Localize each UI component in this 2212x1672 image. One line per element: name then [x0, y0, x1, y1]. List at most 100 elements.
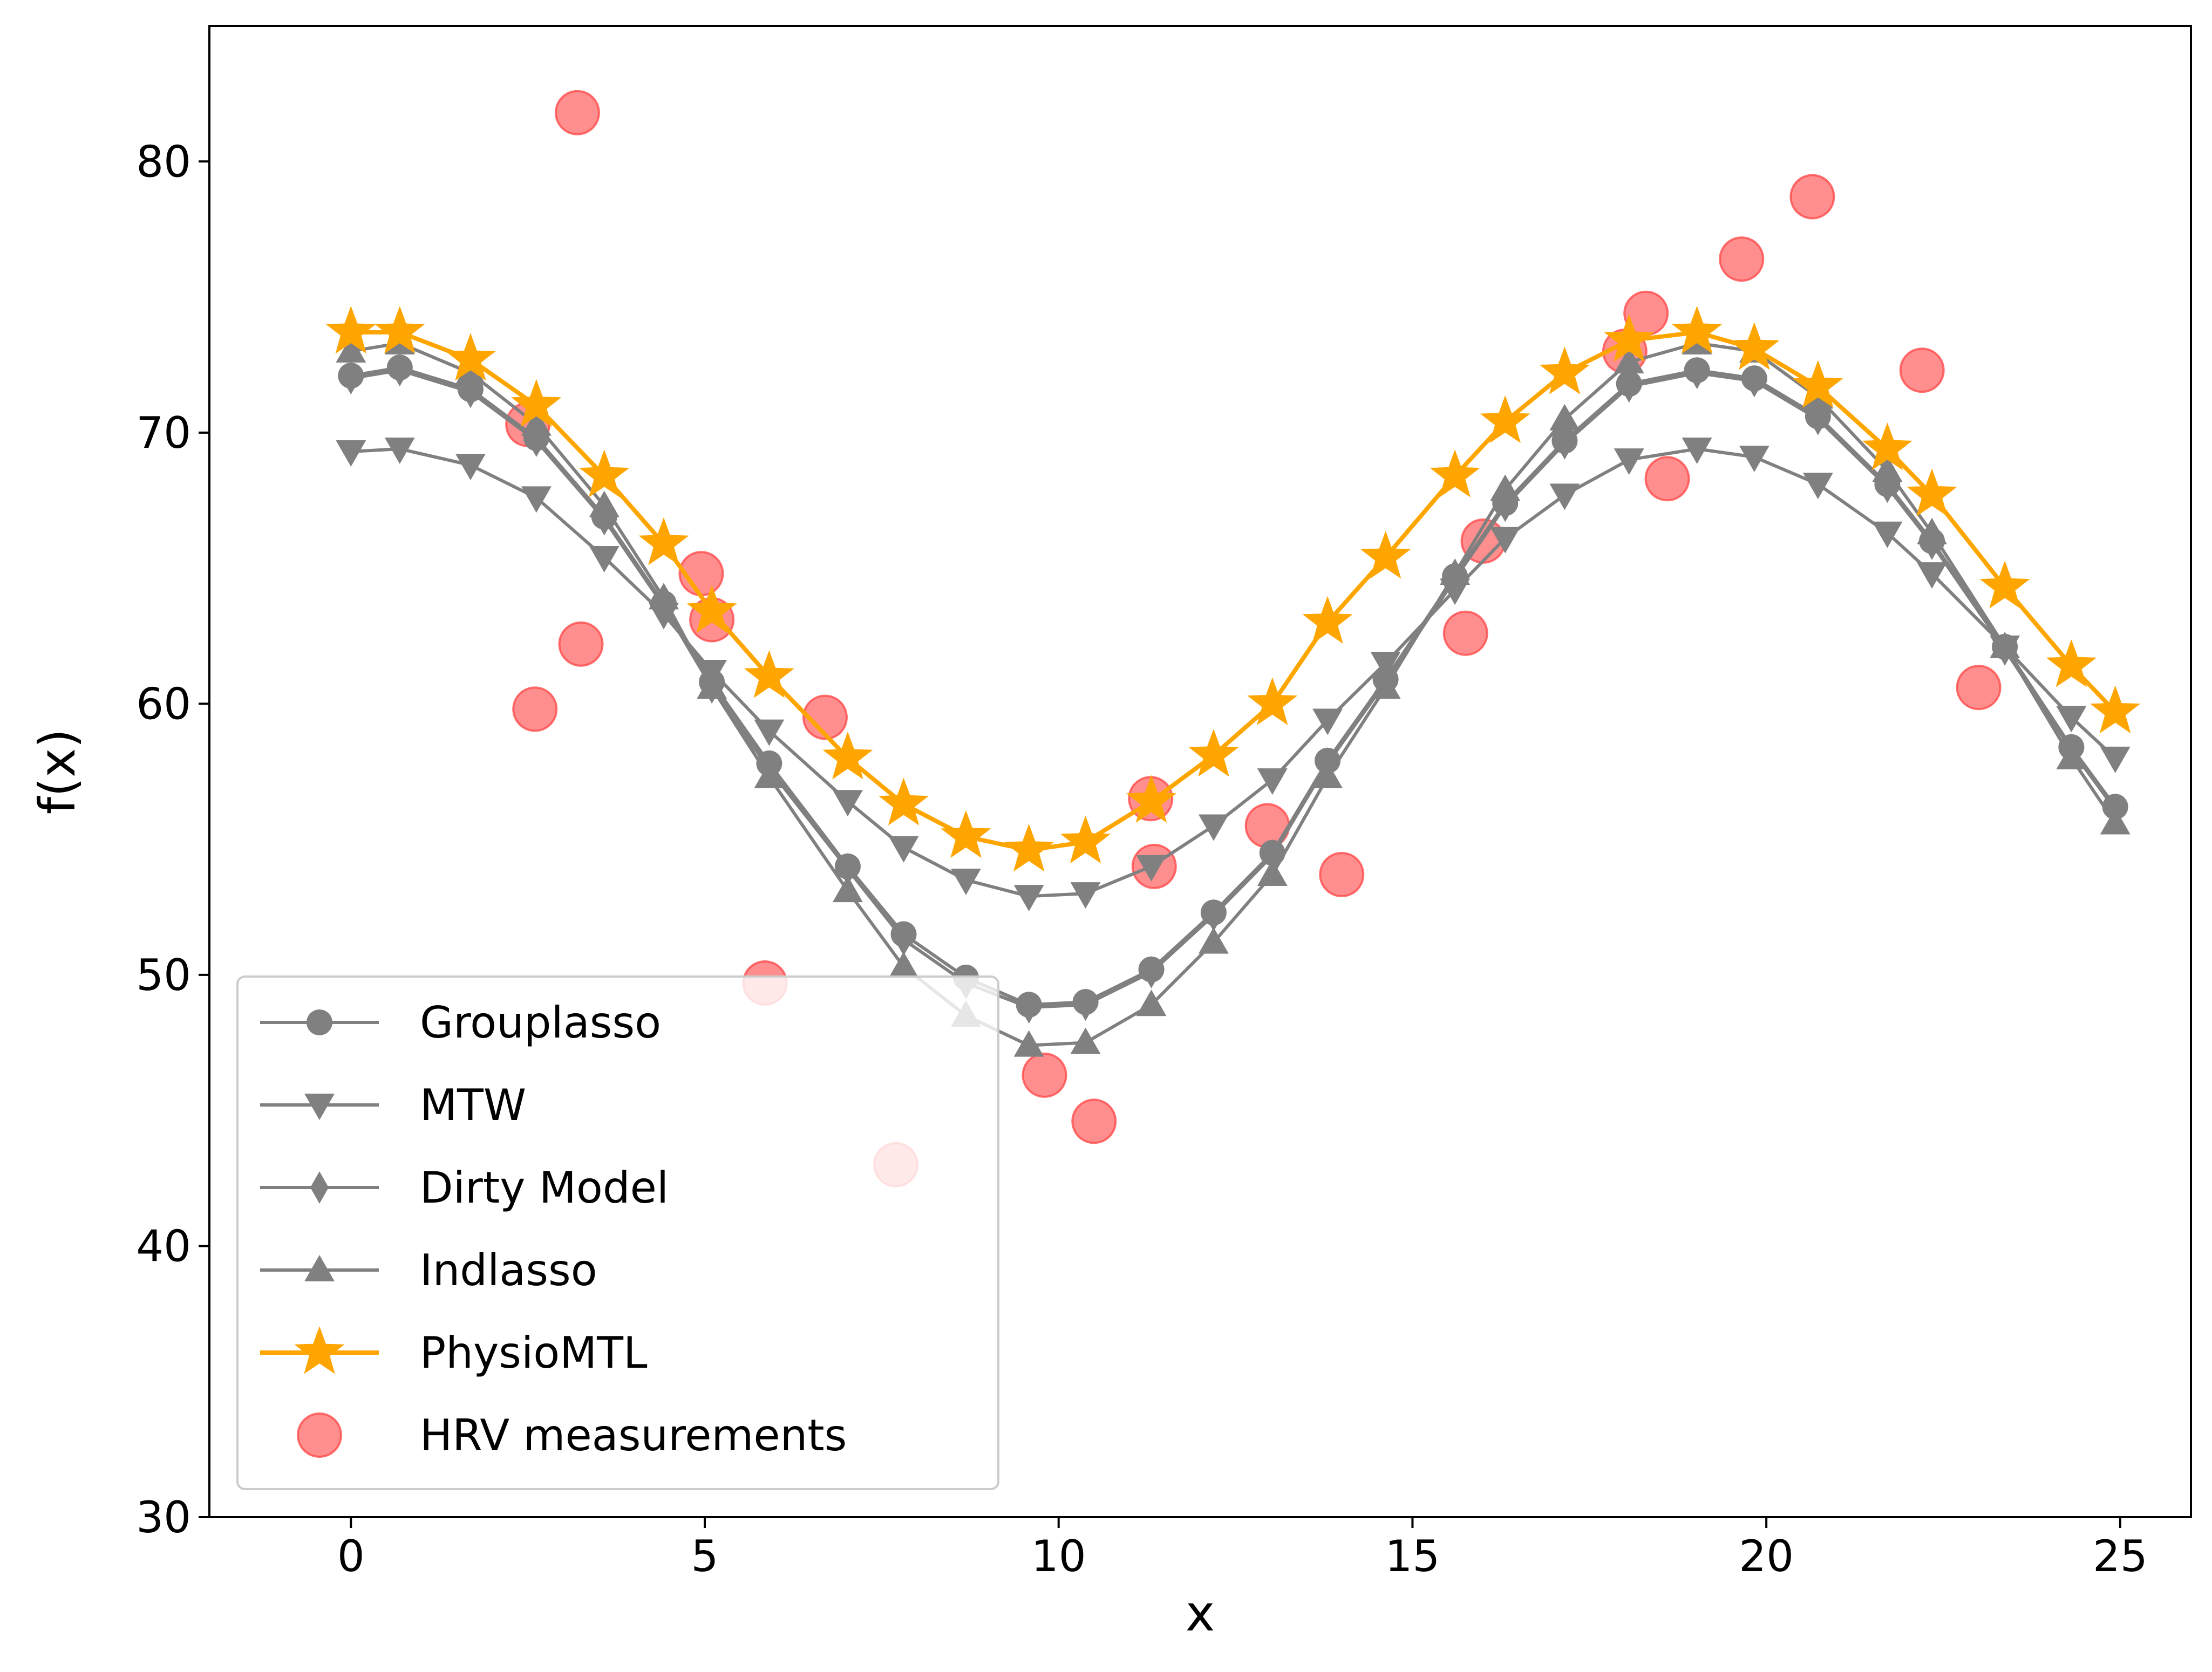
- point-physiomtl-17: [1360, 531, 1411, 579]
- legend-marker-grouplasso: [307, 1009, 332, 1035]
- point-physiomtl-20: [1539, 346, 1590, 394]
- point-indlasso-7: [754, 762, 785, 789]
- point-mtw-22: [1682, 437, 1712, 464]
- point-physiomtl-29: [2090, 685, 2141, 734]
- point-indlasso-8: [832, 876, 863, 903]
- point-physiomtl-12: [1060, 815, 1111, 864]
- series-line-dirty-model: [350, 368, 2117, 1009]
- legend-item-grouplasso: Grouplasso: [260, 998, 661, 1048]
- point-physiomtl-6: [686, 585, 737, 633]
- point-physiomtl-5: [638, 517, 689, 565]
- x-tick-label-15: 15: [1385, 1531, 1440, 1581]
- point-indlasso-0: [336, 336, 366, 363]
- point-physiomtl-15: [1247, 677, 1298, 725]
- point-dirty-model-20: [1555, 427, 1574, 460]
- legend-item-hrv-measurements: HRV measurements: [297, 1410, 847, 1461]
- point-indlasso-4: [589, 490, 620, 517]
- point-physiomtl-21: [1604, 314, 1655, 362]
- point-indlasso-29: [2100, 808, 2131, 835]
- legend-box: [236, 975, 999, 1490]
- point-dirty-model-23: [1745, 365, 1764, 398]
- point-physiomtl-14: [1188, 728, 1239, 777]
- y-tick-label-80: 80: [136, 137, 191, 187]
- point-indlasso-18: [1440, 558, 1471, 585]
- x-tick-label-0: 0: [337, 1531, 365, 1581]
- point-indlasso-14: [1198, 927, 1229, 954]
- point-indlasso-6: [697, 672, 727, 699]
- y-axis-ticks: 30 40 50 60 70 80: [136, 137, 209, 1543]
- point-physiomtl-25: [1862, 422, 1912, 470]
- hrv-point-15: [1442, 610, 1488, 656]
- hrv-point-22: [1899, 347, 1945, 393]
- point-mtw-28: [2056, 706, 2087, 733]
- point-indlasso-3: [521, 409, 552, 436]
- point-mtw-21: [1614, 448, 1644, 475]
- point-physiomtl-26: [1907, 468, 1957, 516]
- point-dirty-model-14: [1204, 899, 1223, 932]
- x-axis-ticks: 0 5 10 15 20 25: [337, 1517, 2148, 1581]
- legend: Grouplasso MTW Dirty Model Indlasso PhysioMT…: [236, 975, 999, 1490]
- point-mtw-13: [1136, 855, 1167, 882]
- point-physiomtl-27: [1979, 561, 2030, 609]
- point-mtw-9: [888, 836, 919, 863]
- hrv-point-2: [512, 686, 558, 732]
- legend-marker-hrv-measurements: [297, 1412, 342, 1458]
- x-tick-label-5: 5: [691, 1531, 719, 1581]
- point-indlasso-2: [455, 358, 486, 385]
- hrv-point-6: [802, 694, 848, 740]
- point-physiomtl-0: [325, 305, 376, 354]
- point-dirty-model-12: [1076, 988, 1095, 1021]
- point-physiomtl-16: [1302, 596, 1353, 644]
- point-physiomtl-19: [1480, 395, 1530, 443]
- point-dirty-model-8: [838, 852, 857, 885]
- point-mtw-29: [2100, 746, 2131, 773]
- legend-items: Grouplasso MTW Dirty Model Indlasso PhysioMT…: [260, 998, 847, 1461]
- point-physiomtl-23: [1729, 322, 1780, 370]
- point-mtw-2: [455, 454, 486, 481]
- y-tick-label-30: 30: [136, 1492, 191, 1543]
- point-dirty-model-11: [1019, 991, 1038, 1024]
- plot-frame: [208, 25, 2192, 1518]
- point-dirty-model-24: [1808, 402, 1827, 435]
- point-indlasso-19: [1490, 474, 1521, 501]
- point-indlasso-9: [888, 951, 919, 978]
- series-physiomtl: [325, 305, 2141, 872]
- legend-marker-indlasso: [304, 1255, 335, 1281]
- point-physiomtl-18: [1430, 449, 1480, 497]
- legend-item-mtw: MTW: [260, 1080, 526, 1130]
- point-physiomtl-10: [941, 810, 991, 858]
- legend-item-dirty-model: Dirty Model: [260, 1163, 669, 1213]
- point-physiomtl-22: [1672, 305, 1723, 354]
- x-tick-label-25: 25: [2093, 1531, 2148, 1581]
- point-mtw-14: [1198, 814, 1229, 841]
- legend-label-hrv-measurements: HRV measurements: [420, 1410, 847, 1461]
- series-line-indlasso: [350, 342, 2117, 1047]
- legend-marker-mtw: [304, 1094, 335, 1120]
- legend-label-indlasso: Indlasso: [420, 1245, 597, 1295]
- point-mtw-3: [521, 486, 552, 513]
- point-physiomtl-8: [822, 731, 873, 780]
- point-physiomtl-24: [1793, 360, 1843, 408]
- point-mtw-24: [1802, 473, 1833, 500]
- point-indlasso-15: [1257, 859, 1288, 886]
- point-dirty-model-9: [894, 923, 913, 956]
- y-tick-label-60: 60: [136, 679, 191, 729]
- point-mtw-23: [1739, 446, 1769, 473]
- point-indlasso-17: [1370, 672, 1401, 699]
- hrv-point-20: [1719, 236, 1765, 282]
- legend-marker-physiomtl: [294, 1326, 345, 1374]
- point-mtw-0: [336, 440, 366, 467]
- point-mtw-16: [1312, 708, 1343, 735]
- y-tick-label-40: 40: [136, 1221, 191, 1271]
- point-dirty-model-21: [1619, 370, 1638, 403]
- point-physiomtl-11: [1004, 823, 1054, 872]
- point-indlasso-26: [1917, 517, 1948, 544]
- point-mtw-4: [589, 545, 620, 572]
- hrv-point-0: [554, 90, 600, 135]
- point-indlasso-13: [1136, 989, 1167, 1016]
- x-tick-label-10: 10: [1031, 1531, 1086, 1581]
- hrv-point-10: [1071, 1098, 1117, 1144]
- point-indlasso-5: [648, 583, 679, 610]
- point-dirty-model-13: [1142, 956, 1161, 988]
- point-mtw-26: [1917, 562, 1948, 589]
